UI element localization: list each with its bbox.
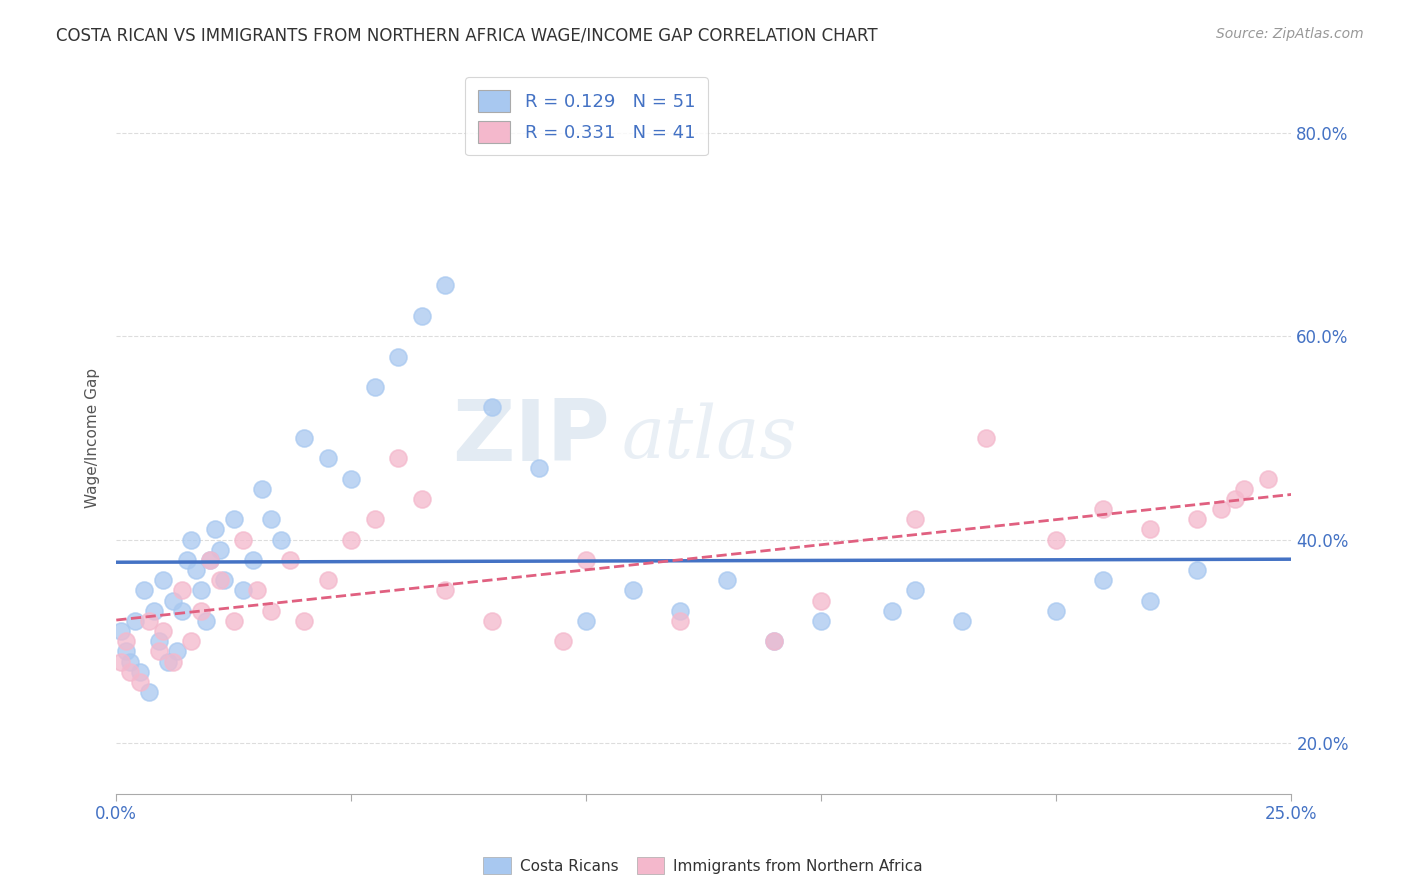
Point [575,553,598,567]
Point [142,604,165,618]
Point [200,553,222,567]
Point [434,583,457,598]
Point [1139,522,1161,536]
Point [166,644,188,658]
Point [950,614,973,628]
Point [364,512,387,526]
Point [411,309,433,323]
Point [214,573,236,587]
Point [190,583,212,598]
Text: COSTA RICAN VS IMMIGRANTS FROM NORTHERN AFRICA WAGE/INCOME GAP CORRELATION CHART: COSTA RICAN VS IMMIGRANTS FROM NORTHERN … [56,27,877,45]
Point [1187,512,1209,526]
Point [481,401,503,415]
Point [621,583,644,598]
Point [186,563,208,577]
Point [316,573,339,587]
Point [763,634,786,648]
Point [194,614,217,628]
Point [481,614,503,628]
Point [411,491,433,506]
Point [222,614,245,628]
Point [1092,573,1115,587]
Point [148,634,170,648]
Point [529,461,551,475]
Point [434,278,457,293]
Point [246,583,269,598]
Point [152,624,174,638]
Point [156,655,179,669]
Point [134,583,156,598]
Point [278,553,301,567]
Point [172,604,194,618]
Point [669,604,692,618]
Point [763,634,786,648]
Point [1092,502,1115,516]
Point [120,665,142,679]
Point [176,553,198,567]
Point [387,350,409,364]
Point [551,634,574,648]
Text: Source: ZipAtlas.com: Source: ZipAtlas.com [1216,27,1364,41]
Point [250,482,273,496]
Point [110,655,132,669]
Point [716,573,738,587]
Point [128,665,150,679]
Point [190,604,212,618]
Point [204,522,226,536]
Point [148,644,170,658]
Text: ZIP: ZIP [453,396,610,479]
Point [180,634,202,648]
Point [904,583,927,598]
Point [172,583,194,598]
Y-axis label: Wage/Income Gap: Wage/Income Gap [86,368,100,508]
Point [114,644,136,658]
Point [364,380,387,394]
Legend: R = 0.129   N = 51, R = 0.331   N = 41: R = 0.129 N = 51, R = 0.331 N = 41 [465,77,707,155]
Point [128,674,150,689]
Point [110,624,132,638]
Point [114,634,136,648]
Point [1187,563,1209,577]
Point [162,593,184,607]
Point [162,655,184,669]
Point [242,553,264,567]
Point [669,614,692,628]
Point [1223,491,1246,506]
Point [138,614,160,628]
Point [260,512,283,526]
Point [120,655,142,669]
Point [124,614,146,628]
Point [292,614,315,628]
Point [340,533,363,547]
Point [200,553,222,567]
Point [260,604,283,618]
Point [208,573,231,587]
Point [152,573,174,587]
Point [1045,604,1067,618]
Point [1209,502,1232,516]
Legend: Costa Ricans, Immigrants from Northern Africa: Costa Ricans, Immigrants from Northern A… [477,851,929,880]
Point [232,533,254,547]
Point [180,533,202,547]
Point [810,593,832,607]
Point [575,614,598,628]
Point [232,583,254,598]
Point [340,472,363,486]
Point [880,604,903,618]
Point [138,685,160,699]
Point [316,451,339,466]
Point [1257,472,1279,486]
Point [974,431,997,445]
Point [1045,533,1067,547]
Point [292,431,315,445]
Point [1233,482,1256,496]
Point [270,533,292,547]
Point [810,614,832,628]
Text: atlas: atlas [621,402,797,473]
Point [1139,593,1161,607]
Point [387,451,409,466]
Point [904,512,927,526]
Point [222,512,245,526]
Point [208,542,231,557]
